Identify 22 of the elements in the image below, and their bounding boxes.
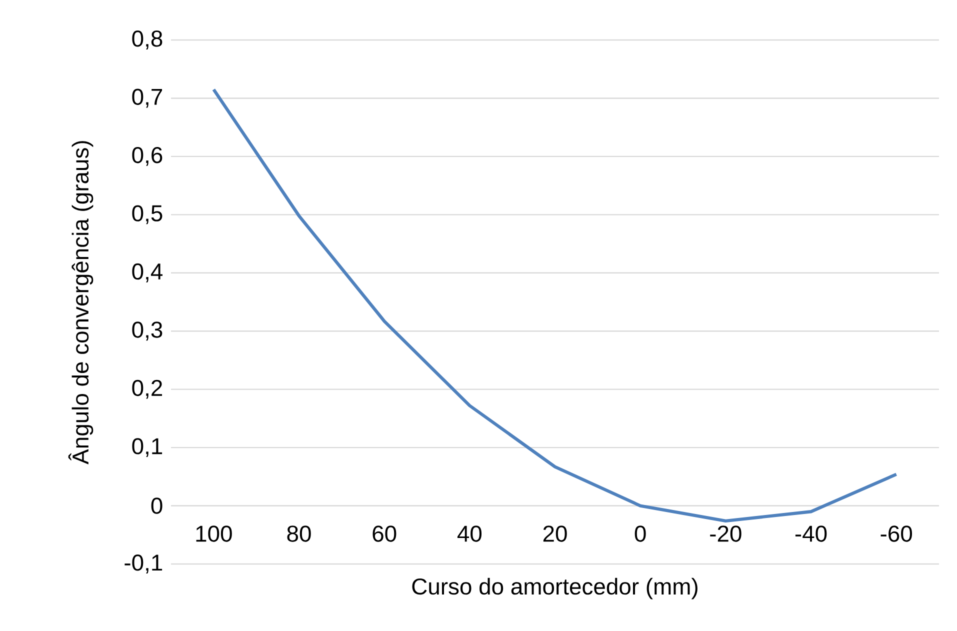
- y-axis-title: Ângulo de convergência (graus): [68, 141, 94, 464]
- y-tick-label: -0,1: [124, 554, 162, 574]
- x-axis-title: Curso do amortecedor (mm): [412, 578, 698, 600]
- y-tick-label: 0,1: [132, 438, 162, 458]
- line-series: [212, 88, 898, 523]
- y-tick-label: 0,5: [132, 205, 162, 224]
- y-tick-label: 0,3: [132, 322, 162, 341]
- y-tick-label: 0: [151, 498, 162, 514]
- y-tick-label: 0,7: [132, 88, 162, 108]
- x-tick-label: -20: [710, 526, 742, 542]
- x-tick-label: 40: [457, 526, 482, 542]
- x-tick-label: 20: [543, 526, 567, 542]
- x-tick-label: 0: [634, 526, 646, 542]
- y-tick-label: 0,8: [132, 30, 162, 50]
- x-tick-label: -40: [795, 526, 827, 542]
- x-tick-label: -60: [880, 526, 912, 542]
- x-tick-label: 80: [287, 526, 311, 542]
- y-tick-label: 0,6: [132, 146, 162, 166]
- y-tick-label: 0,2: [132, 380, 162, 399]
- x-tick-label: 60: [372, 526, 396, 542]
- x-tick-label: 100: [196, 526, 232, 542]
- y-tick-label: 0,4: [132, 263, 162, 282]
